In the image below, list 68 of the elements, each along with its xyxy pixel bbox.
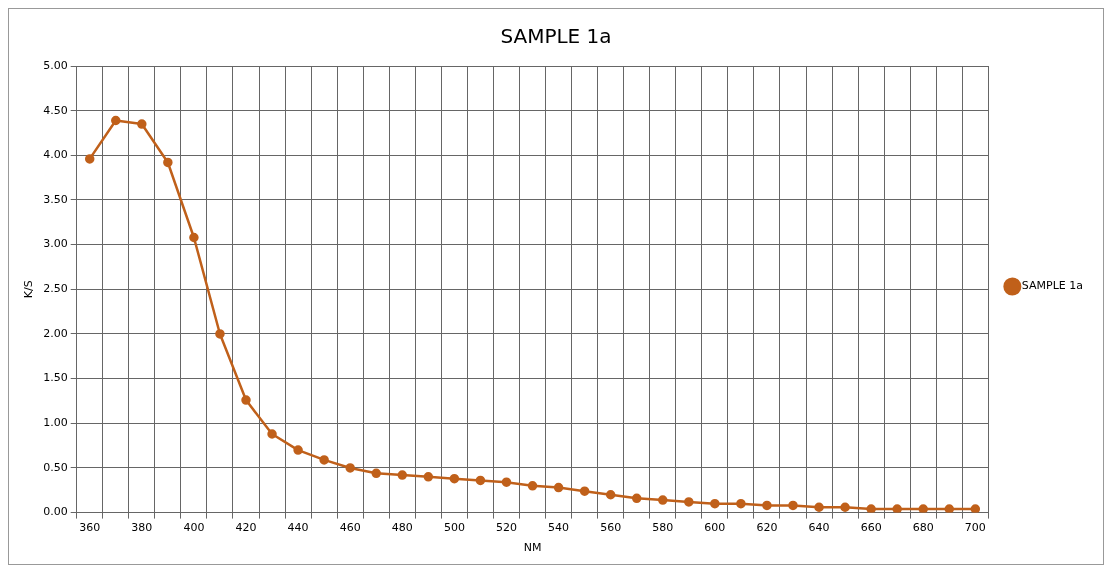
y-tick-label: 3.00	[43, 237, 68, 251]
y-tick-label: 0.50	[43, 460, 68, 474]
y-tick-label: 5.00	[43, 58, 68, 72]
x-tick-label: 420	[235, 521, 257, 535]
point	[814, 502, 824, 512]
point	[553, 482, 564, 493]
x-tick-label: 640	[808, 521, 830, 535]
y-tick-label: 4.50	[43, 103, 68, 117]
x-tick-label: 440	[287, 521, 309, 535]
point	[163, 157, 173, 168]
point	[475, 475, 486, 486]
y-tick-label: 2.50	[43, 282, 68, 296]
x-tick-label: 600	[704, 521, 726, 535]
x-tick-label: 560	[600, 521, 622, 535]
point	[241, 395, 251, 405]
point	[658, 495, 668, 505]
point	[319, 455, 329, 465]
y-axis-title: K/S	[22, 280, 36, 299]
point	[918, 504, 928, 513]
point	[605, 489, 616, 500]
point	[371, 468, 381, 479]
point	[501, 477, 512, 487]
point	[345, 463, 355, 473]
y-tick-label: 0.00	[43, 505, 68, 519]
point	[840, 502, 850, 512]
x-axis-title: NM	[523, 541, 542, 555]
point	[762, 500, 772, 511]
point	[84, 154, 95, 164]
y-tick-label: 1.00	[43, 416, 68, 430]
point	[684, 497, 694, 507]
y-tick-label: 1.50	[43, 371, 68, 385]
x-tick-label: 460	[339, 521, 361, 535]
point	[710, 498, 720, 509]
x-tick-label: 700	[964, 521, 986, 535]
point	[579, 486, 590, 496]
x-tick-label: 620	[756, 521, 778, 535]
x-tick-label: 660	[860, 521, 882, 535]
x-tick-label: 380	[131, 521, 153, 535]
point	[736, 498, 746, 509]
x-tick-label: 680	[912, 521, 934, 535]
y-tick-label: 3.50	[43, 192, 68, 206]
point	[944, 504, 955, 513]
x-tick-label: 360	[79, 521, 101, 535]
x-tick-label: 580	[652, 521, 674, 535]
point	[293, 445, 303, 455]
x-tick-label: 540	[548, 521, 570, 535]
point	[397, 470, 408, 480]
point	[788, 500, 798, 511]
y-tick-label: 2.00	[43, 326, 68, 340]
point	[215, 329, 225, 339]
point	[267, 429, 277, 439]
x-tick-label: 480	[391, 521, 413, 535]
x-tick-label: 500	[443, 521, 465, 535]
x-tick-label: 400	[183, 521, 205, 535]
x-tick-label: 520	[495, 521, 517, 535]
point	[866, 504, 876, 513]
point	[892, 504, 902, 513]
point	[527, 481, 538, 491]
y-tick-label: 4.00	[43, 148, 68, 162]
point	[137, 119, 147, 129]
point	[189, 232, 199, 243]
chart-title: SAMPLE 1a	[500, 24, 612, 49]
point	[631, 493, 642, 504]
point	[423, 472, 434, 482]
point	[970, 504, 981, 513]
point	[449, 473, 460, 484]
legend-label: SAMPLE 1a	[1021, 279, 1084, 293]
point	[111, 115, 121, 126]
